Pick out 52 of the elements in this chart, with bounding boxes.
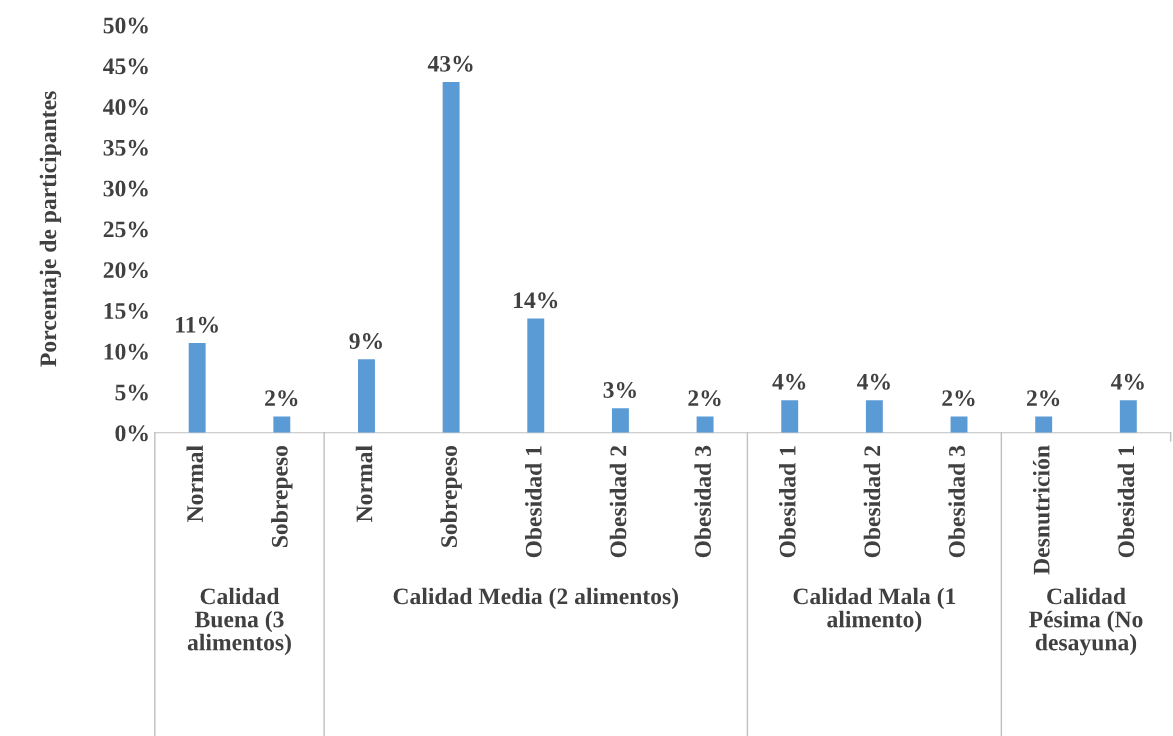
text: Calidad Buena (3 alimentos): [187, 587, 291, 656]
data-label: 2%: [688, 390, 721, 407]
bar: [188, 343, 206, 433]
y-tick-label: 40%: [103, 99, 148, 116]
data-label: 4%: [856, 373, 890, 390]
y-tick-label: 30%: [103, 180, 148, 197]
bar: [442, 82, 460, 433]
y-tick-label: 35%: [103, 139, 148, 156]
data-label: 11%: [176, 316, 218, 333]
y-tick-label: 25%: [103, 221, 148, 238]
y-tick-label: 50%: [103, 17, 148, 34]
text: Calidad Media (2 alimentos): [393, 587, 679, 610]
x-tick-label: Normal: [186, 445, 204, 522]
bar: [358, 359, 375, 433]
y-tick-label: 5%: [115, 384, 148, 401]
bar: [865, 400, 883, 433]
data-label: 3%: [603, 382, 636, 399]
x-tick-label: Obesidad 1: [779, 446, 796, 558]
y-axis-title: Porcentaje de participantes: [39, 91, 62, 367]
y-tick-label: 15%: [104, 302, 148, 319]
data-label: 43%: [427, 55, 473, 72]
bar: [273, 416, 291, 433]
y-tick-label: 20%: [103, 262, 148, 279]
x-tick-label: Obesidad 1: [1117, 446, 1135, 558]
text: Calidad Pésima (No desayuna): [1029, 587, 1143, 656]
text: Calidad Mala (1 alimento): [793, 587, 956, 633]
x-tick-label: Obesidad 2: [609, 446, 627, 558]
x-tick-label: Obesidad 1: [525, 446, 542, 558]
x-tick-label: Obesidad 3: [948, 445, 965, 558]
x-tick-label: Sobrepeso: [271, 445, 293, 547]
bar: [696, 416, 714, 433]
bar: [950, 416, 968, 433]
data-label: 2%: [942, 390, 975, 407]
bar: [1119, 400, 1137, 433]
bar: [611, 408, 629, 433]
bar: [527, 318, 545, 433]
data-label: 2%: [1026, 390, 1060, 407]
x-tick-label: Normal: [355, 445, 373, 522]
data-label: 14%: [514, 292, 558, 309]
y-tick-label: 0%: [115, 425, 148, 442]
x-tick-label: Sobrepeso: [440, 445, 462, 547]
data-label: 4%: [772, 373, 806, 390]
data-label: 9%: [349, 333, 382, 350]
y-tick-label: 10%: [104, 343, 148, 360]
y-tick-label: 45%: [103, 58, 148, 75]
bar: [1035, 416, 1053, 433]
x-tick-label: Obesidad 2: [863, 446, 881, 558]
data-label: 2%: [265, 390, 298, 407]
bar: [781, 400, 799, 433]
x-tick-label: Desnutrición: [1032, 445, 1050, 575]
data-label: 4%: [1110, 373, 1144, 390]
x-tick-label: Obesidad 3: [694, 445, 711, 558]
